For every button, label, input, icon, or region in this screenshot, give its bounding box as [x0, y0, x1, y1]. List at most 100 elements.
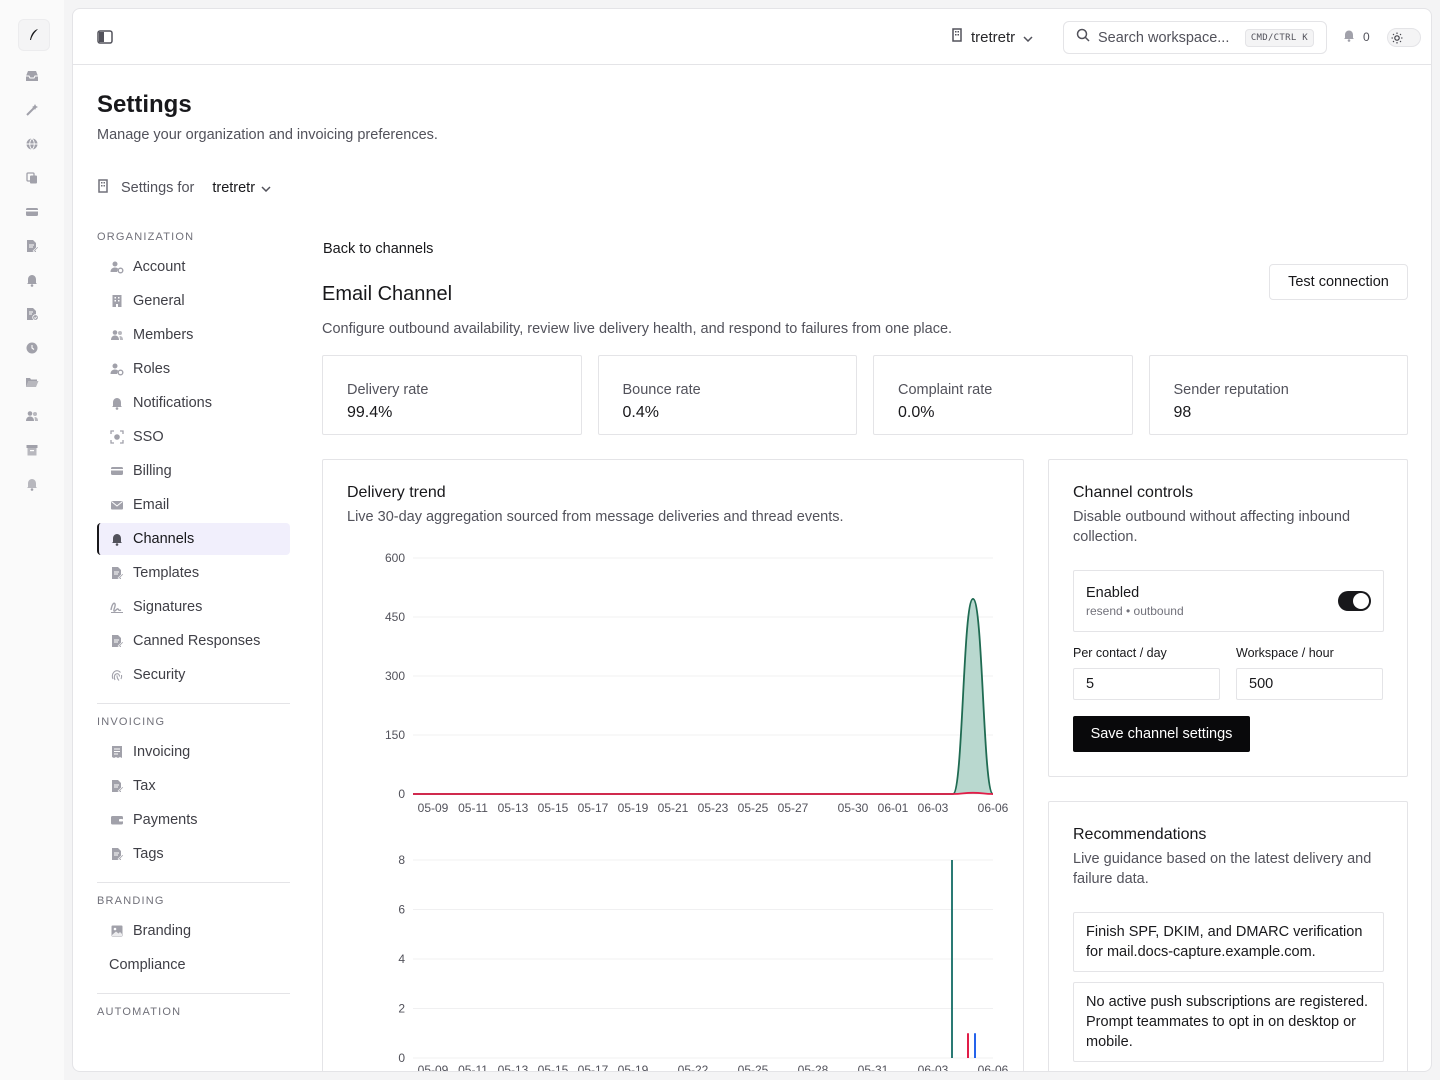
sidebar-item-branding[interactable]: Branding — [97, 915, 290, 947]
file-edit-icon[interactable] — [24, 238, 40, 254]
bell-icon[interactable] — [24, 272, 40, 288]
search-placeholder[interactable]: Search workspace... — [1098, 29, 1230, 46]
x-tick-label: 05-25 — [738, 801, 769, 815]
y-tick-label: 4 — [398, 952, 405, 966]
feather-logo-icon[interactable] — [18, 19, 50, 51]
sun-icon — [1390, 31, 1403, 44]
sidebar-item-label: Branding — [133, 923, 192, 939]
sidebar-item-security[interactable]: Security — [97, 659, 290, 691]
bell-icon — [1343, 29, 1355, 45]
sidebar-item-tags[interactable]: Tags — [97, 838, 290, 870]
stat-label: Bounce rate — [622, 382, 701, 398]
y-tick-label: 150 — [385, 728, 405, 742]
test-connection-button[interactable]: Test connection — [1269, 264, 1408, 300]
sidebar-item-label: SSO — [133, 429, 164, 445]
x-tick-label: 06-03 — [918, 1063, 949, 1072]
stat-value: 99.4% — [347, 404, 393, 421]
controls-subtitle: Disable outbound without affecting inbou… — [1073, 509, 1351, 545]
x-tick-label: 05-11 — [458, 1063, 488, 1072]
sidebar-item-payments[interactable]: Payments — [97, 804, 290, 836]
sidebar-item-canned-responses[interactable]: Canned Responses — [97, 625, 290, 657]
bell-outline-icon[interactable] — [24, 476, 40, 492]
search-icon — [1076, 28, 1090, 47]
sidebar-item-label: Billing — [133, 463, 172, 479]
y-tick-label: 8 — [398, 853, 405, 867]
sidebar-item-members[interactable]: Members — [97, 319, 290, 351]
org-selector[interactable]: tretretr — [212, 180, 271, 196]
globe-icon[interactable] — [24, 136, 40, 152]
sidebar-item-billing[interactable]: Billing — [97, 455, 290, 487]
inbox-icon[interactable] — [24, 68, 40, 84]
sidebar-item-account[interactable]: Account — [97, 251, 290, 283]
sidebar-item-invoicing[interactable]: Invoicing — [97, 736, 290, 768]
x-tick-label: 05-19 — [618, 801, 649, 815]
y-tick-label: 0 — [398, 787, 405, 801]
bell-icon — [109, 395, 125, 411]
notifications-button[interactable]: 0 — [1343, 29, 1370, 45]
x-tick-label: 06-03 — [918, 801, 949, 815]
scan-icon — [109, 429, 125, 445]
bell-icon — [109, 531, 125, 547]
workspace-switcher[interactable]: tretretr — [951, 25, 1033, 49]
enabled-meta: resend • outbound — [1086, 604, 1184, 618]
credit-card-icon[interactable] — [24, 204, 40, 220]
sidebar-item-compliance[interactable]: Compliance — [97, 949, 290, 981]
sidebar-item-sso[interactable]: SSO — [97, 421, 290, 453]
theme-toggle[interactable] — [1387, 28, 1421, 47]
settings-for: Settings for tretretr — [97, 179, 271, 197]
back-to-channels-link[interactable]: Back to channels — [323, 241, 434, 257]
y-tick-label: 6 — [398, 903, 405, 917]
archive-icon[interactable] — [24, 442, 40, 458]
x-tick-label: 05-19 — [618, 1063, 649, 1072]
x-tick-label: 05-15 — [538, 1063, 569, 1072]
users-icon[interactable] — [24, 408, 40, 424]
sidebar-item-notifications[interactable]: Notifications — [97, 387, 290, 419]
x-tick-label: 05-31 — [858, 1063, 889, 1072]
nav-divider — [97, 993, 290, 994]
x-tick-label: 05-25 — [738, 1063, 769, 1072]
settings-for-label: Settings for — [121, 180, 195, 196]
org-name: tretretr — [212, 180, 256, 196]
sidebar-item-label: Canned Responses — [133, 633, 261, 649]
sidebar-item-tax[interactable]: Tax — [97, 770, 290, 802]
folder-open-icon[interactable] — [24, 374, 40, 390]
workspace-hour-input[interactable] — [1236, 668, 1383, 700]
building-icon — [951, 28, 963, 46]
per-contact-label: Per contact / day — [1073, 646, 1167, 660]
sidebar-item-templates[interactable]: Templates — [97, 557, 290, 589]
sidebar-item-label: Roles — [133, 361, 171, 377]
file-check-icon[interactable] — [24, 306, 40, 322]
workspace-name: tretretr — [971, 28, 1016, 46]
save-channel-settings-button[interactable]: Save channel settings — [1073, 716, 1250, 752]
search-box[interactable]: Search workspace... CMD/CTRL K — [1063, 21, 1327, 54]
top-bar: tretretr Search workspace... CMD/CTRL K … — [73, 9, 1431, 65]
series-line — [413, 791, 994, 795]
magic-wand-icon[interactable] — [24, 102, 40, 118]
nav-divider — [97, 703, 290, 704]
enabled-toggle[interactable] — [1338, 591, 1371, 611]
file-edit-icon — [109, 778, 125, 794]
credit-card-icon — [109, 463, 125, 479]
sidebar-item-label: Channels — [133, 531, 195, 547]
y-tick-label: 300 — [385, 669, 405, 683]
chevron-down-icon — [1023, 29, 1033, 46]
sidebar-item-channels[interactable]: Channels — [97, 523, 290, 555]
sidebar-item-roles[interactable]: Roles — [97, 353, 290, 385]
sidebar-item-email[interactable]: Email — [97, 489, 290, 521]
clock-icon[interactable] — [24, 340, 40, 356]
fingerprint-icon — [109, 667, 125, 683]
sidebar-item-label: Account — [133, 259, 186, 275]
sidebar-item-signatures[interactable]: Signatures — [97, 591, 290, 623]
series-line — [413, 598, 994, 795]
delivery-trend-card: Delivery trend Live 30-day aggregation s… — [322, 459, 1024, 1072]
sidebar-toggle-icon[interactable] — [97, 30, 113, 44]
sidebar-item-general[interactable]: General — [97, 285, 290, 317]
copy-icon[interactable] — [24, 170, 40, 186]
sidebar-item-label: Compliance — [109, 957, 186, 973]
per-contact-input[interactable] — [1073, 668, 1220, 700]
channel-title: Email Channel — [322, 283, 453, 305]
x-tick-label: 05-13 — [498, 1063, 529, 1072]
x-tick-label: 05-15 — [538, 801, 569, 815]
building-icon — [97, 179, 109, 197]
channel-subtitle: Configure outbound availability, review … — [322, 321, 953, 337]
